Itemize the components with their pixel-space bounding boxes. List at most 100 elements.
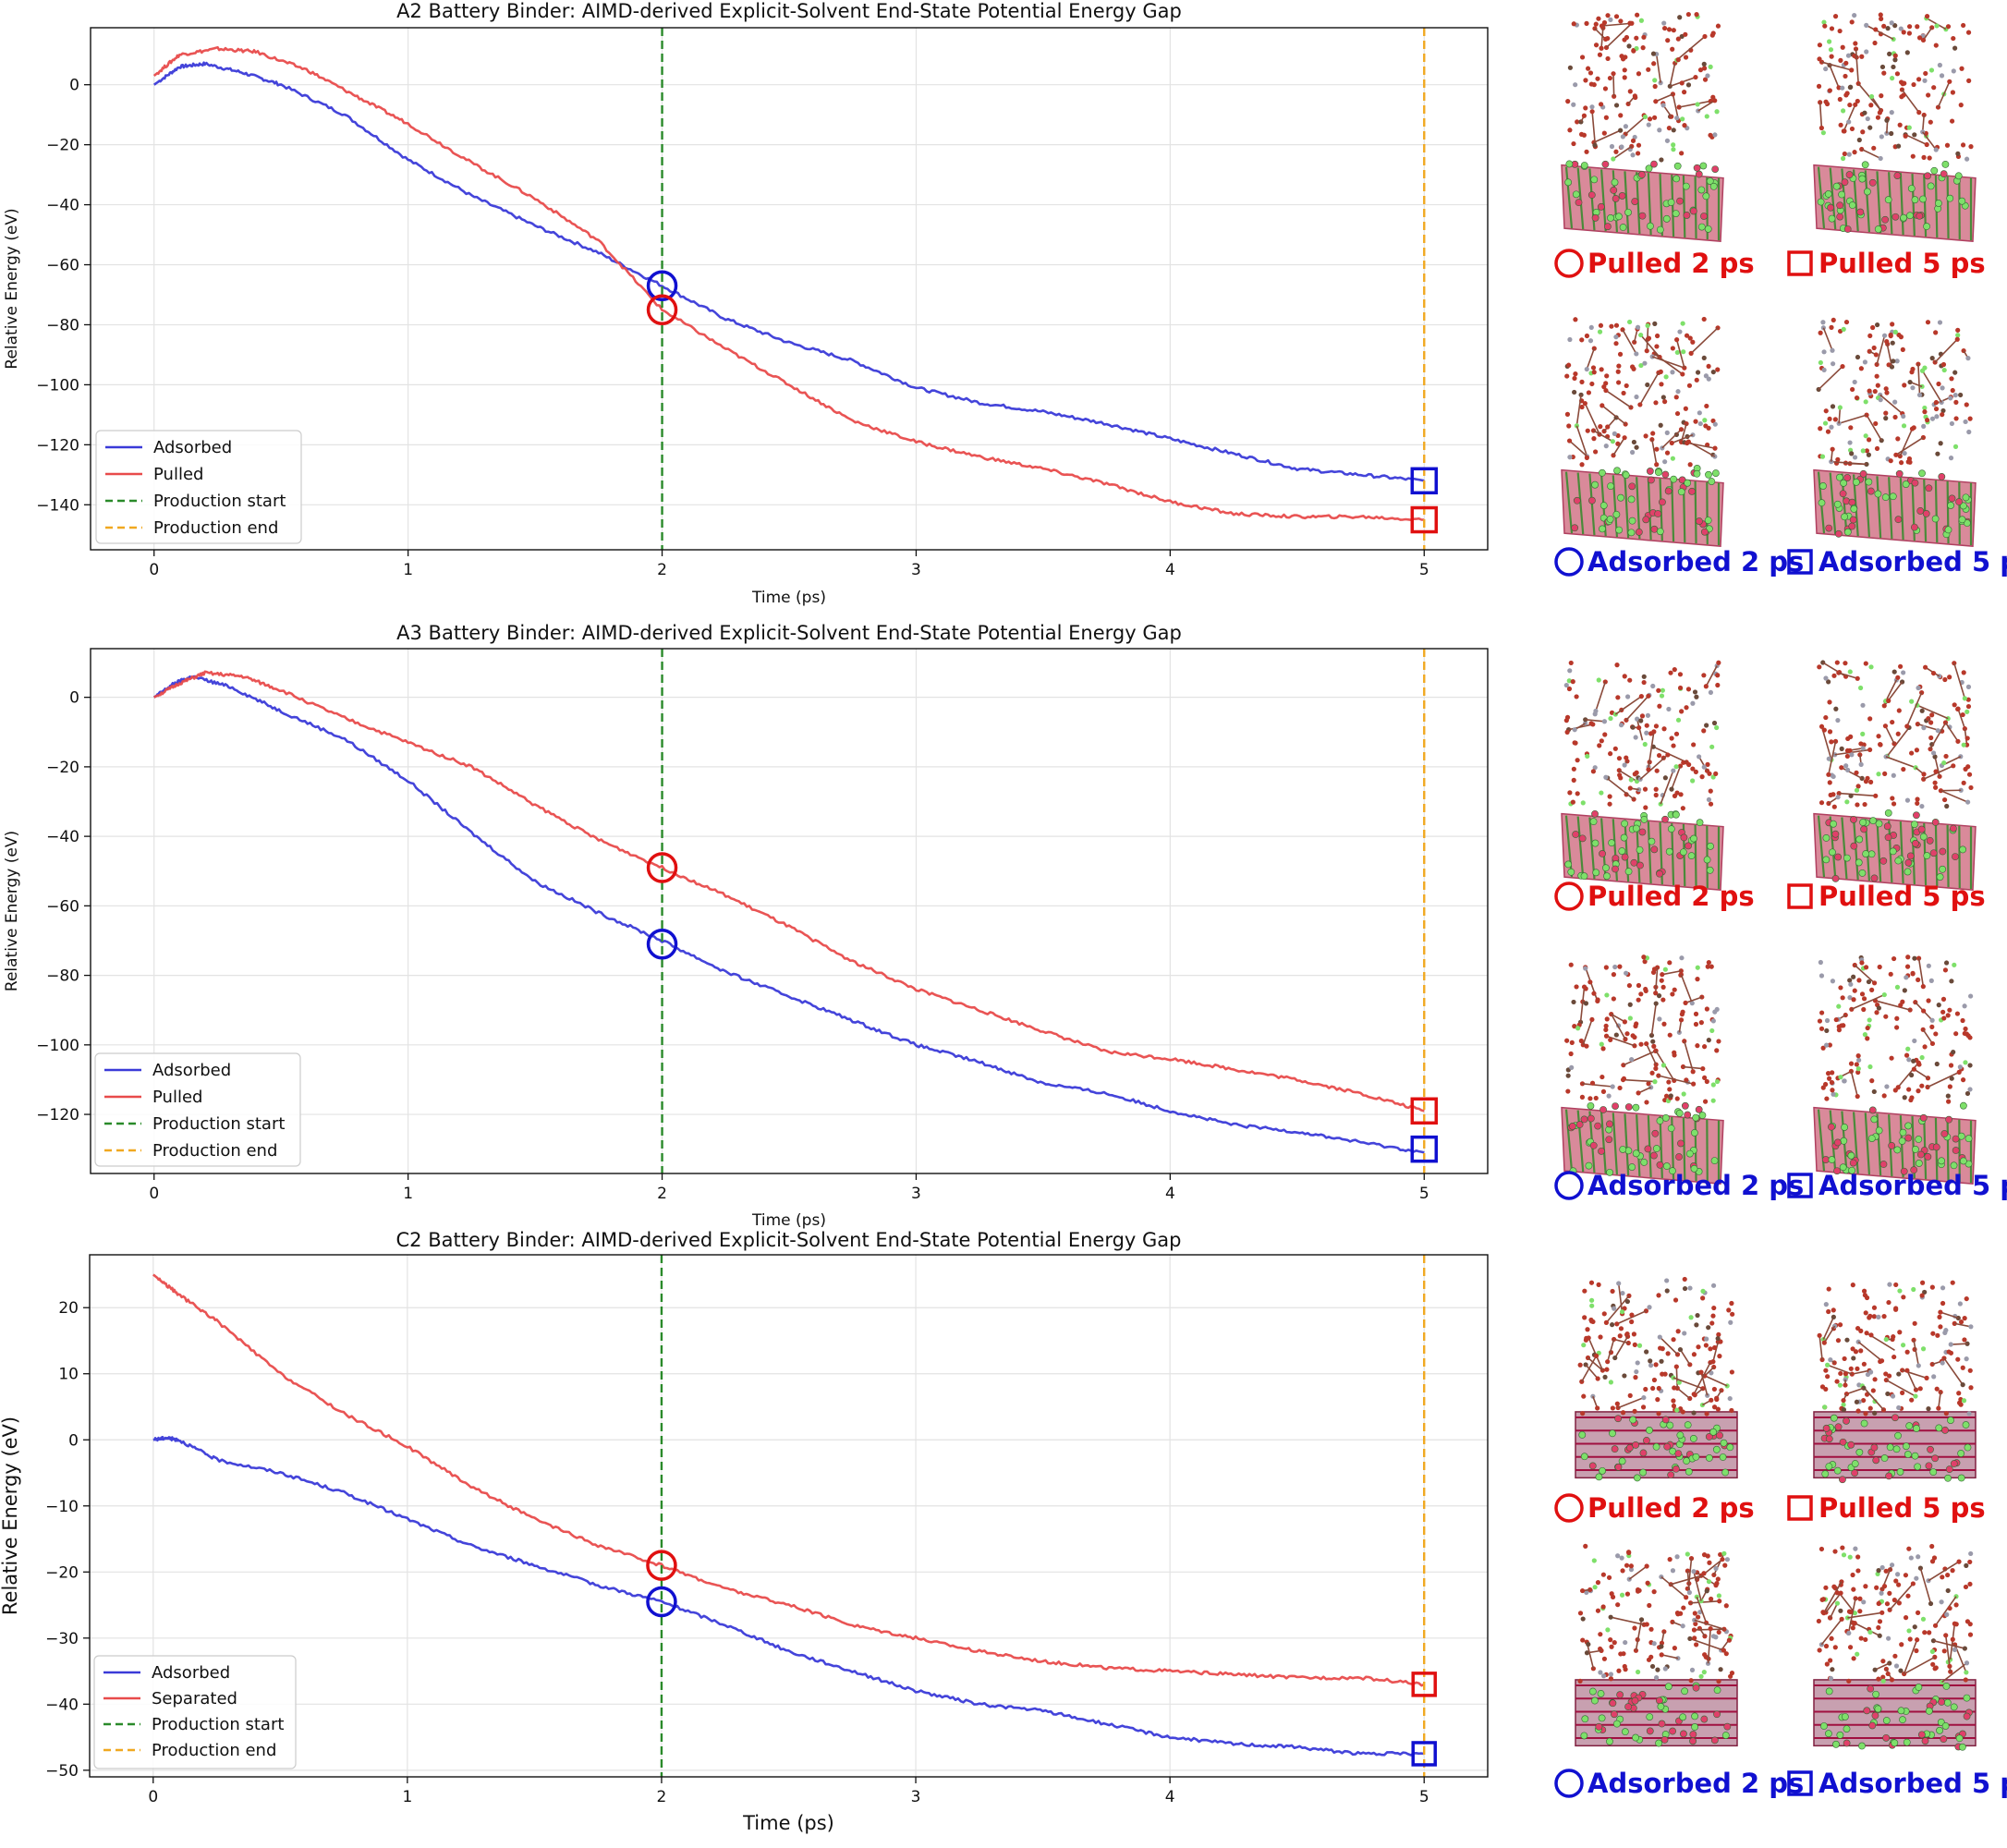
atom	[1881, 703, 1887, 709]
lattice-atom	[1632, 1441, 1640, 1449]
atom	[1584, 455, 1589, 460]
atom	[1713, 771, 1719, 776]
atom	[1934, 1386, 1940, 1392]
atom	[1868, 1332, 1874, 1338]
atom	[1864, 1295, 1870, 1301]
atom	[1823, 1302, 1829, 1307]
bond	[1606, 1339, 1615, 1362]
atom	[1585, 1327, 1590, 1332]
bond	[1579, 987, 1586, 1023]
bond	[1828, 741, 1837, 775]
atom	[1900, 1390, 1905, 1395]
atom	[1729, 1300, 1734, 1307]
atom	[1870, 1388, 1876, 1393]
atom	[1636, 1343, 1643, 1348]
atom	[1604, 1016, 1610, 1022]
lattice-atom	[1869, 817, 1877, 825]
atom	[1912, 132, 1917, 138]
atom	[1638, 1617, 1645, 1623]
atom	[1656, 1293, 1661, 1298]
bond	[1605, 22, 1633, 49]
atom	[1568, 962, 1574, 967]
bond	[1823, 1325, 1836, 1343]
legend-entry: Production end	[153, 518, 278, 538]
lattice-atom	[1851, 1460, 1859, 1467]
lattice-atom	[1963, 1712, 1971, 1720]
atom	[1663, 1093, 1670, 1099]
lattice-atom	[1611, 1710, 1618, 1719]
atom	[1603, 965, 1609, 970]
atom	[1590, 769, 1597, 774]
atom	[1860, 746, 1866, 751]
bond	[1582, 1019, 1593, 1046]
lattice-atom	[1912, 839, 1919, 847]
atom	[1699, 774, 1705, 780]
atom	[1839, 765, 1844, 771]
atom	[1929, 1559, 1936, 1564]
atom	[1939, 73, 1945, 79]
bond	[1843, 104, 1856, 132]
lattice-atom	[1906, 212, 1914, 220]
atom	[1840, 1545, 1845, 1550]
lattice-line	[1946, 824, 1950, 888]
atom	[1952, 1647, 1958, 1652]
bond	[1617, 1283, 1624, 1314]
atom	[1892, 53, 1898, 58]
bond	[1866, 24, 1894, 41]
bond	[1697, 100, 1716, 112]
atom	[1881, 70, 1887, 76]
atom	[1709, 1397, 1714, 1403]
circle-marker	[646, 852, 678, 883]
atom	[1724, 1557, 1731, 1562]
lattice-atom	[1606, 1120, 1613, 1128]
atom	[1921, 772, 1927, 777]
lattice-atom	[1606, 515, 1614, 523]
atom	[1871, 980, 1878, 986]
atom	[1716, 1039, 1721, 1044]
lattice-atom	[1847, 1151, 1855, 1160]
atom	[1668, 1093, 1673, 1099]
atom	[1660, 984, 1666, 990]
atom	[1940, 385, 1945, 391]
atom	[1938, 1324, 1943, 1330]
atom	[1888, 458, 1893, 464]
atom	[1965, 703, 1972, 710]
lattice-atom	[1639, 1468, 1648, 1477]
atom	[1838, 1075, 1843, 1080]
atom	[1948, 456, 1954, 461]
atom	[1867, 388, 1872, 394]
atom	[1947, 1663, 1952, 1669]
bond	[1650, 1003, 1657, 1036]
atom	[1909, 370, 1915, 375]
atom	[1606, 1574, 1612, 1580]
atom	[1711, 1305, 1717, 1311]
bond	[1854, 1622, 1880, 1636]
atom	[1659, 978, 1664, 983]
lattice-line	[1899, 173, 1904, 236]
atom	[1858, 1635, 1864, 1641]
atom	[1933, 769, 1939, 774]
atom	[1591, 436, 1597, 442]
bond	[1934, 338, 1958, 363]
lattice-atom	[1821, 1470, 1830, 1478]
atom	[1911, 81, 1916, 88]
lattice-atom	[1841, 178, 1849, 187]
lattice-atom	[1692, 1113, 1700, 1122]
atom	[1718, 1667, 1723, 1672]
lattice-atom	[1894, 516, 1903, 524]
bond	[1601, 405, 1626, 425]
atom	[1877, 1633, 1882, 1638]
lattice-atom	[1695, 170, 1703, 178]
atom	[1568, 660, 1574, 666]
atom	[1627, 1392, 1633, 1398]
atom	[1669, 736, 1674, 741]
atom	[1682, 123, 1687, 128]
atom	[1696, 1614, 1701, 1620]
atom	[1705, 964, 1710, 969]
lattice-atom	[1867, 1135, 1876, 1143]
atom	[1609, 323, 1614, 329]
lattice-atom	[1645, 164, 1653, 173]
atom	[1901, 30, 1906, 35]
atom	[1721, 1550, 1727, 1556]
atom	[1603, 381, 1609, 386]
